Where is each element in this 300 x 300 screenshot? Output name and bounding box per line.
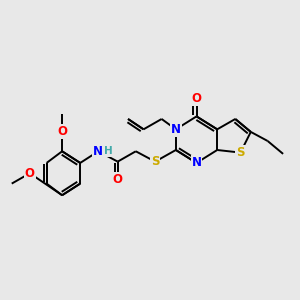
Text: N: N <box>93 145 103 158</box>
Text: O: O <box>191 92 202 105</box>
Text: O: O <box>113 173 123 186</box>
Text: N: N <box>93 145 103 158</box>
Text: S: S <box>151 155 159 168</box>
Text: N: N <box>191 156 202 170</box>
Text: O: O <box>25 167 35 180</box>
Text: N: N <box>171 123 181 136</box>
Text: O: O <box>57 125 67 138</box>
Text: H: H <box>104 146 112 156</box>
Text: S: S <box>236 146 245 159</box>
